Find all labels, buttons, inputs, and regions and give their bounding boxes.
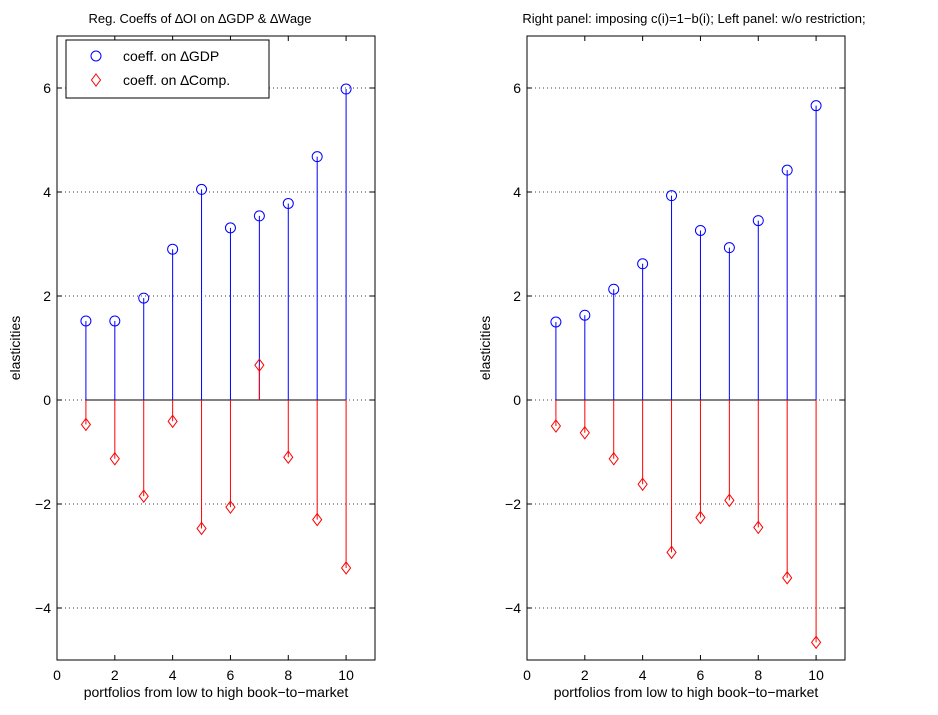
data-point-circle: [80, 315, 92, 327]
data-point-circle: [253, 210, 265, 222]
data-point-circle: [340, 83, 352, 95]
y-tick-label: −2: [35, 496, 51, 512]
data-point-circle: [608, 283, 620, 295]
data-point-diamond: [167, 414, 178, 429]
legend-box: [65, 39, 270, 99]
x-tick-label: 0: [523, 667, 531, 683]
legend-marker-diamond: [90, 73, 102, 87]
data-point-diamond: [312, 512, 323, 527]
x-tick-label: 8: [754, 667, 762, 683]
data-point-diamond: [80, 417, 92, 432]
data-point-circle: [109, 315, 121, 327]
data-point-diamond: [109, 451, 120, 466]
chart-title: Reg. Coeffs of ∆OI on ∆GDP & ∆Wage: [88, 11, 311, 26]
data-point-circle: [196, 183, 208, 195]
data-point-circle: [666, 190, 678, 202]
legend-label: coeff. on ∆Comp.: [123, 72, 230, 88]
data-point-diamond: [254, 358, 265, 372]
chart-panel-2: −4 −2 0 2 4 6 0 2 4 6 8 10 Right panel: imposing c(i…: [477, 11, 866, 700]
data-point-diamond: [753, 520, 764, 535]
legend-marker-circle: [90, 50, 102, 62]
y-tick-label: 2: [43, 288, 51, 304]
data-point-diamond: [579, 425, 590, 440]
data-point-circle: [282, 197, 294, 209]
data-point-diamond: [283, 450, 294, 465]
x-tick-label: 4: [639, 667, 647, 683]
x-tick-label: 2: [581, 667, 589, 683]
x-tick-label: 8: [284, 667, 292, 683]
y-tick-label: 4: [43, 184, 51, 200]
y-tick-label: 0: [43, 392, 51, 408]
data-point-circle: [167, 243, 179, 255]
data-point-diamond: [810, 635, 822, 650]
data-point-diamond: [550, 419, 562, 433]
y-axis-label: elasticities: [477, 316, 493, 381]
x-tick-label: 10: [808, 667, 824, 683]
y-tick-label: 6: [43, 80, 51, 96]
data-point-diamond: [724, 493, 735, 508]
data-point-circle: [723, 242, 735, 254]
x-tick-label: 2: [111, 667, 119, 683]
axes-box: [526, 35, 846, 661]
axes-box: [56, 35, 376, 661]
y-tick-label: −2: [505, 496, 521, 512]
data-point-diamond: [225, 500, 236, 514]
data-point-diamond: [782, 571, 793, 585]
data-point-circle: [550, 316, 562, 328]
x-tick-label: 6: [697, 667, 705, 683]
x-tick-label: 4: [169, 667, 177, 683]
legend-label: coeff. on ∆GDP: [123, 48, 219, 64]
x-tick-label: 10: [338, 667, 354, 683]
data-point-diamond: [695, 510, 706, 525]
y-axis-label: elasticities: [7, 316, 23, 381]
y-tick-label: 2: [513, 288, 521, 304]
y-tick-label: 4: [513, 184, 521, 200]
data-point-diamond: [196, 521, 207, 536]
y-tick-label: −4: [35, 600, 51, 616]
y-tick-label: −4: [505, 600, 521, 616]
y-tick-label: 6: [513, 80, 521, 96]
chart-title: Right panel: imposing c(i)=1−b(i); Left …: [522, 11, 865, 26]
legend: coeff. on ∆GDP coeff. on ∆Comp.: [65, 39, 270, 99]
data-point-circle: [637, 258, 649, 270]
data-point-diamond: [340, 561, 352, 575]
x-axis-label: portfolios from low to high book−to−mark…: [84, 684, 349, 700]
data-point-circle: [138, 292, 150, 304]
data-point-diamond: [666, 545, 677, 560]
x-axis-label: portfolios from low to high book−to−mark…: [554, 684, 819, 700]
y-tick-label: 0: [513, 392, 521, 408]
data-point-circle: [781, 164, 793, 176]
x-tick-label: 6: [227, 667, 235, 683]
data-point-circle: [224, 222, 236, 234]
x-tick-label: 0: [53, 667, 61, 683]
data-point-circle: [810, 100, 822, 112]
data-point-circle: [579, 309, 591, 321]
data-point-circle: [752, 215, 764, 227]
data-point-diamond: [637, 477, 648, 492]
data-point-diamond: [138, 489, 149, 504]
data-point-circle: [311, 151, 323, 163]
data-point-circle: [694, 224, 706, 236]
data-point-diamond: [608, 451, 619, 466]
chart-panel-1: −4 −2 0 2 4 6 0 2 4 6 8 10 Reg. Coeffs of ∆OI on ∆GD…: [7, 11, 376, 700]
